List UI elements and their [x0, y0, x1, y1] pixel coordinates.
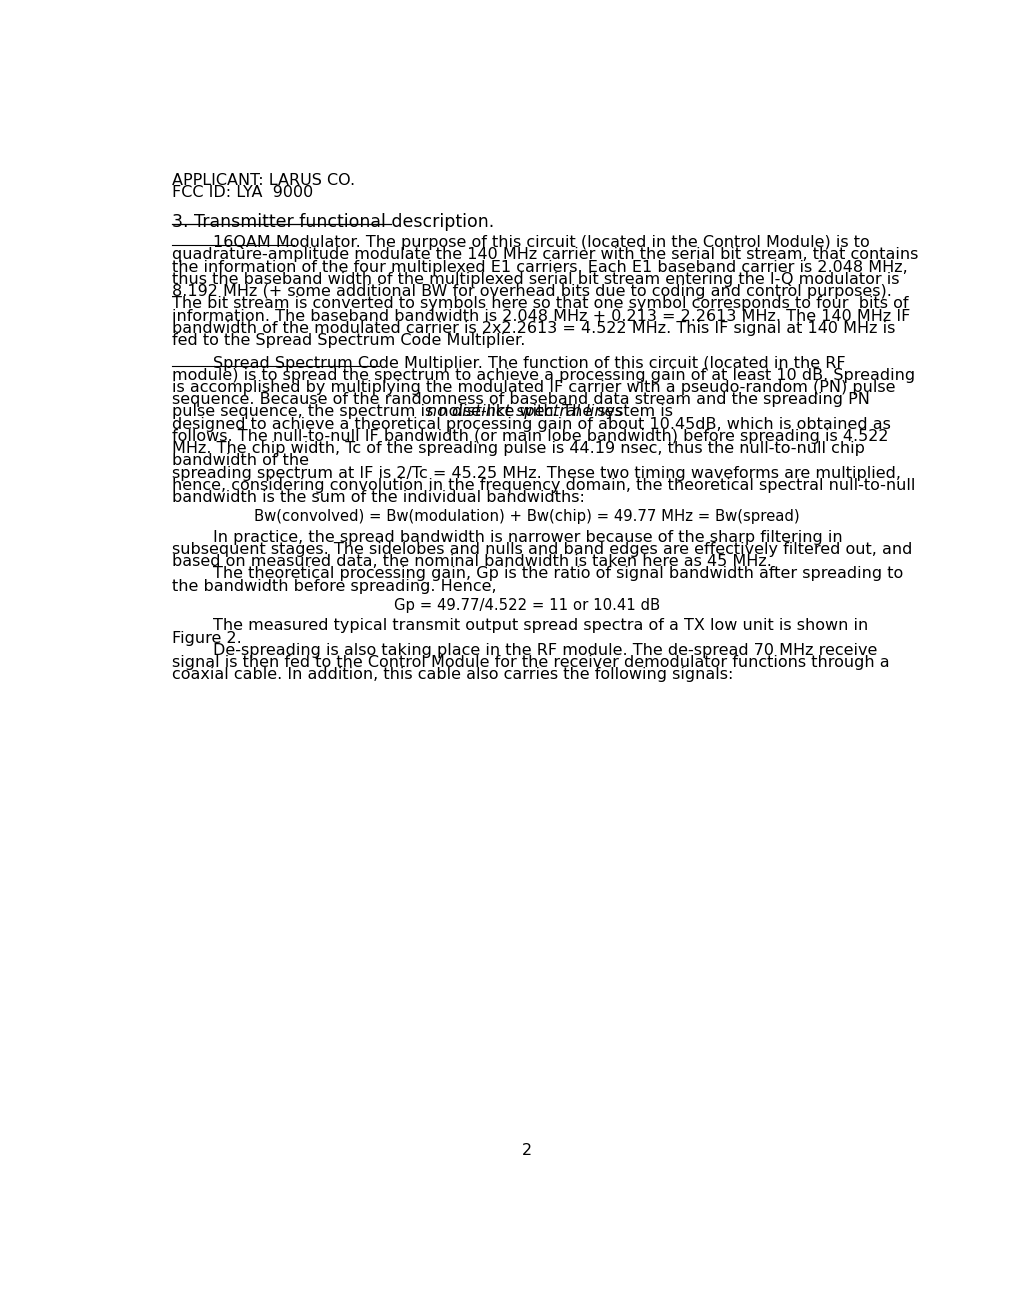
Text: Bw(convolved) = Bw(modulation) + Bw(chip) = 49.77 MHz = Bw(spread): Bw(convolved) = Bw(modulation) + Bw(chip… [254, 509, 800, 523]
Text: 3. Transmitter functional description.: 3. Transmitter functional description. [173, 213, 494, 231]
Text: hence, considering convolution in the frequency domain, the theoretical spectral: hence, considering convolution in the fr… [173, 477, 916, 493]
Text: APPLICANT: LARUS CO.: APPLICANT: LARUS CO. [173, 174, 356, 188]
Text: MHz. The chip width, Tc of the spreading pulse is 44.19 nsec, thus the null-to-n: MHz. The chip width, Tc of the spreading… [173, 441, 866, 456]
Text: module) is to spread the spectrum to achieve a processing gain of at least 10 dB: module) is to spread the spectrum to ach… [173, 368, 916, 383]
Text: based on measured data, the nominal bandwidth is taken here as 45 MHz.: based on measured data, the nominal band… [173, 554, 772, 569]
Text: . The system is: . The system is [552, 405, 673, 419]
Text: bandwidth of the modulated carrier is 2x2.2613 = 4.522 MHz. This IF signal at 14: bandwidth of the modulated carrier is 2x… [173, 321, 895, 335]
Text: bandwidth of the: bandwidth of the [173, 454, 309, 468]
Text: De-spreading is also taking place in the RF module. The de-spread 70 MHz receive: De-spreading is also taking place in the… [173, 643, 878, 658]
Text: Spread Spectrum Code Multiplier. The function of this circuit (located in the RF: Spread Spectrum Code Multiplier. The fun… [173, 355, 846, 371]
Text: 8.192 MHz (+ some additional BW for overhead bits due to coding and control purp: 8.192 MHz (+ some additional BW for over… [173, 284, 892, 299]
Text: subsequent stages. The sidelobes and nulls and band edges are effectively filter: subsequent stages. The sidelobes and nul… [173, 542, 913, 558]
Text: coaxial cable. In addition, this cable also carries the following signals:: coaxial cable. In addition, this cable a… [173, 667, 734, 682]
Text: FCC ID: LYA  9000: FCC ID: LYA 9000 [173, 185, 314, 200]
Text: pulse sequence, the spectrum is noise-like with: pulse sequence, the spectrum is noise-li… [173, 405, 559, 419]
Text: follows. The null-to-null IF bandwidth (or main lobe bandwidth) before spreading: follows. The null-to-null IF bandwidth (… [173, 429, 889, 444]
Text: fed to the Spread Spectrum Code Multiplier.: fed to the Spread Spectrum Code Multipli… [173, 333, 525, 348]
Text: In practice, the spread bandwidth is narrower because of the sharp filtering in: In practice, the spread bandwidth is nar… [173, 530, 843, 544]
Text: designed to achieve a theoretical processing gain of about 10.45dB, which is obt: designed to achieve a theoretical proces… [173, 417, 891, 431]
Text: The measured typical transmit output spread spectra of a TX low unit is shown in: The measured typical transmit output spr… [173, 618, 869, 634]
Text: signal is then fed to the Control Module for the receiver demodulator functions : signal is then fed to the Control Module… [173, 655, 890, 669]
Text: The bit stream is converted to symbols here so that one symbol corresponds to fo: The bit stream is converted to symbols h… [173, 296, 909, 312]
Text: 16QAM Modulator. The purpose of this circuit (located in the Control Module) is : 16QAM Modulator. The purpose of this cir… [173, 235, 870, 250]
Text: Figure 2.: Figure 2. [173, 631, 242, 646]
Text: is accomplished by multiplying the modulated IF carrier with a pseudo-random (PN: is accomplished by multiplying the modul… [173, 380, 895, 394]
Text: The theoretical processing gain, Gp is the ratio of signal bandwidth after sprea: The theoretical processing gain, Gp is t… [173, 567, 904, 581]
Text: quadrature-amplitude modulate the 140 MHz carrier with the serial bit stream, th: quadrature-amplitude modulate the 140 MH… [173, 247, 919, 263]
Text: no distinct spectral lines: no distinct spectral lines [427, 405, 623, 419]
Text: the bandwidth before spreading. Hence,: the bandwidth before spreading. Hence, [173, 579, 497, 593]
Text: 2: 2 [522, 1143, 531, 1159]
Text: information. The baseband bandwidth is 2.048 MHz + 0.213 = 2.2613 MHz. The 140 M: information. The baseband bandwidth is 2… [173, 309, 911, 323]
Text: spreading spectrum at IF is 2/Tc = 45.25 MHz. These two timing waveforms are mul: spreading spectrum at IF is 2/Tc = 45.25… [173, 466, 902, 480]
Text: sequence. Because of the randomness of baseband data stream and the spreading PN: sequence. Because of the randomness of b… [173, 392, 870, 408]
Text: Gp = 49.77/4.522 = 11 or 10.41 dB: Gp = 49.77/4.522 = 11 or 10.41 dB [394, 597, 660, 613]
Text: bandwidth is the sum of the individual bandwidths:: bandwidth is the sum of the individual b… [173, 490, 585, 505]
Text: the information of the four multiplexed E1 carriers. Each E1 baseband carrier is: the information of the four multiplexed … [173, 259, 908, 275]
Text: thus the baseband width of the multiplexed serial bit stream entering the I-Q mo: thus the baseband width of the multiplex… [173, 272, 900, 287]
